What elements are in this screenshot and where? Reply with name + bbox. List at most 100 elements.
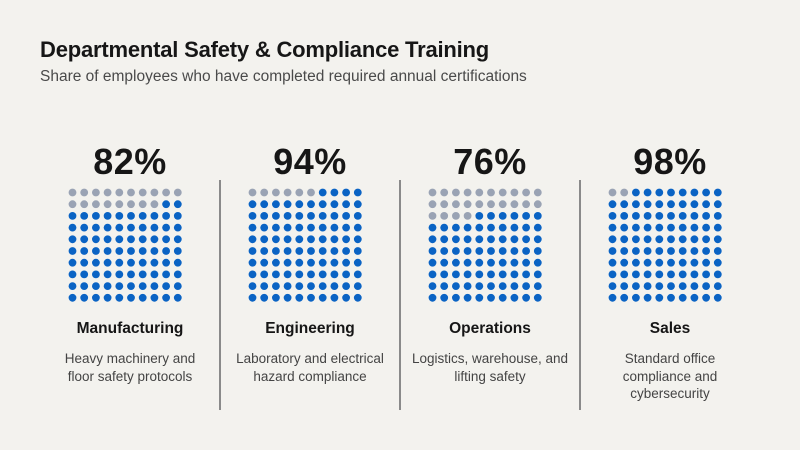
- waffle-dot-completed: [452, 282, 460, 290]
- waffle-dot-completed: [498, 247, 507, 255]
- waffle-dot-completed: [678, 235, 687, 244]
- waffle-dot-completed: [92, 235, 100, 244]
- chart-title: Departmental Safety & Compliance Trainin…: [40, 37, 490, 62]
- waffle-dot-remaining: [283, 188, 292, 197]
- waffle-dot-completed: [173, 270, 182, 279]
- waffle-dot-completed: [103, 212, 112, 220]
- waffle-dot-completed: [295, 293, 304, 302]
- waffle-dot-remaining: [103, 188, 112, 197]
- waffle-dot-completed: [608, 258, 617, 267]
- waffle-dot-completed: [318, 282, 327, 290]
- waffle-dot-completed: [667, 223, 675, 232]
- waffle-dot-completed: [678, 212, 687, 220]
- waffle-dot-completed: [452, 223, 460, 232]
- waffle-dot-completed: [92, 282, 100, 290]
- waffle-dot-completed: [667, 258, 675, 267]
- waffle-dot-completed: [522, 270, 530, 279]
- waffle-dot-completed: [260, 223, 269, 232]
- waffle-dot-completed: [643, 293, 652, 302]
- waffle-dot-completed: [173, 235, 182, 244]
- waffle-dot-completed: [510, 282, 519, 290]
- waffle-dot-completed: [655, 282, 664, 290]
- waffle-dot-completed: [620, 282, 629, 290]
- waffle-dot-completed: [115, 223, 124, 232]
- waffle-dot-completed: [103, 258, 112, 267]
- waffle-dot-completed: [127, 258, 135, 267]
- waffle-dot-completed: [295, 282, 304, 290]
- waffle-dot-completed: [522, 247, 530, 255]
- waffle-dot-completed: [440, 293, 449, 302]
- waffle-dot-completed: [307, 258, 315, 267]
- waffle-dot-completed: [295, 247, 304, 255]
- waffle-dot-completed: [498, 270, 507, 279]
- waffle-dot-completed: [272, 293, 280, 302]
- department-name: Operations: [449, 320, 531, 337]
- waffle-dot-completed: [632, 270, 640, 279]
- waffle-dot-completed: [330, 247, 339, 255]
- waffle-dot-completed: [330, 200, 339, 209]
- waffle-dot-completed: [643, 223, 652, 232]
- waffle-dot-completed: [342, 212, 350, 220]
- waffle-dot-completed: [162, 235, 170, 244]
- waffle-dot-completed: [452, 270, 460, 279]
- waffle-dot-completed: [475, 258, 484, 267]
- waffle-dot-completed: [440, 258, 449, 267]
- waffle-dot-completed: [632, 258, 640, 267]
- waffle-dot-completed: [353, 258, 362, 267]
- waffle-dot-completed: [632, 188, 640, 197]
- waffle-dot-completed: [330, 258, 339, 267]
- waffle-dot-completed: [533, 247, 542, 255]
- waffle-dot-completed: [522, 223, 530, 232]
- waffle-dot-completed: [318, 247, 327, 255]
- waffle-dot-completed: [475, 293, 484, 302]
- waffle-dot-completed: [510, 258, 519, 267]
- waffle-dot-completed: [632, 212, 640, 220]
- waffle-dot-completed: [162, 247, 170, 255]
- waffle-dot-completed: [103, 247, 112, 255]
- waffle-dot-completed: [272, 212, 280, 220]
- waffle-dot-completed: [463, 247, 472, 255]
- waffle-dot-completed: [667, 200, 675, 209]
- waffle-dot-completed: [115, 212, 124, 220]
- waffle-dot-completed: [632, 200, 640, 209]
- waffle-dot-completed: [173, 293, 182, 302]
- waffle-dot-remaining: [248, 188, 257, 197]
- waffle-dot-remaining: [498, 200, 507, 209]
- waffle-dot-completed: [702, 223, 710, 232]
- waffle-dot-completed: [272, 270, 280, 279]
- waffle-dot-completed: [655, 293, 664, 302]
- waffle-dot-completed: [702, 247, 710, 255]
- waffle-dot-completed: [643, 247, 652, 255]
- waffle-dot-completed: [620, 200, 629, 209]
- waffle-dot-remaining: [440, 212, 449, 220]
- waffle-dot-completed: [80, 212, 89, 220]
- waffle-dot-completed: [283, 282, 292, 290]
- waffle-dot-completed: [690, 223, 699, 232]
- waffle-dot-completed: [452, 247, 460, 255]
- panel-divider: [219, 180, 221, 410]
- waffle-dot-completed: [690, 200, 699, 209]
- waffle-dot-completed: [690, 270, 699, 279]
- waffle-dot-completed: [248, 282, 257, 290]
- waffle-dot-completed: [283, 247, 292, 255]
- waffle-dot-completed: [248, 212, 257, 220]
- waffle-dot-completed: [632, 247, 640, 255]
- waffle-dot-completed: [260, 247, 269, 255]
- waffle-dot-completed: [248, 293, 257, 302]
- waffle-dot-completed: [463, 258, 472, 267]
- waffle-dot-completed: [498, 212, 507, 220]
- waffle-dot-completed: [678, 188, 687, 197]
- waffle-dot-completed: [667, 270, 675, 279]
- waffle-dot-remaining: [92, 200, 100, 209]
- waffle-dot-completed: [702, 188, 710, 197]
- waffle-dot-remaining: [150, 200, 159, 209]
- waffle-dot-completed: [702, 270, 710, 279]
- waffle-dot-completed: [353, 188, 362, 197]
- waffle-dot-completed: [655, 247, 664, 255]
- waffle-dot-completed: [68, 223, 77, 232]
- waffle-dot-remaining: [68, 200, 77, 209]
- percent-label: 98%: [633, 141, 707, 182]
- waffle-dot-completed: [173, 223, 182, 232]
- waffle-dot-completed: [713, 235, 722, 244]
- waffle-dot-completed: [80, 282, 89, 290]
